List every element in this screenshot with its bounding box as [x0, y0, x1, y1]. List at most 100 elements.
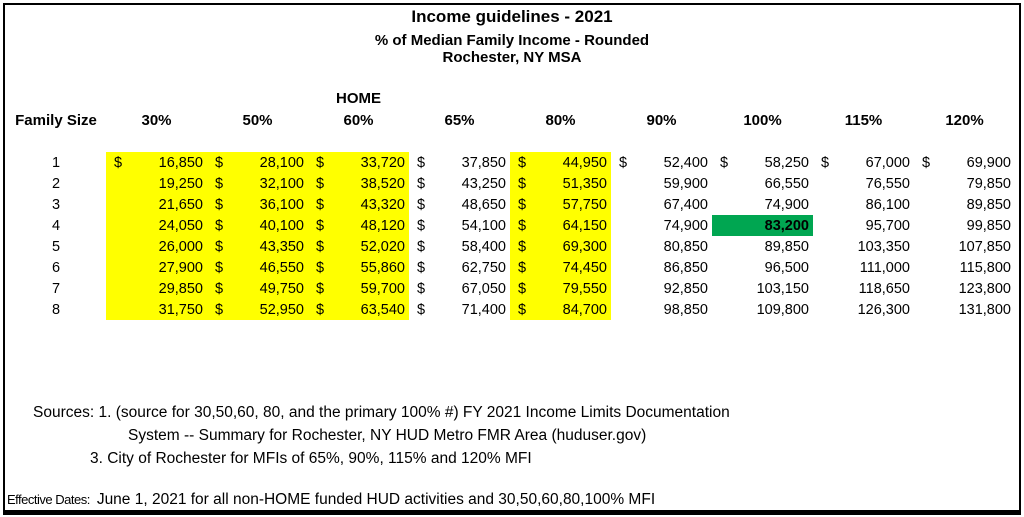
amount-value: 126,300	[857, 301, 910, 318]
amount-value: 24,050	[158, 217, 203, 234]
dollar-sign: $	[316, 301, 325, 318]
amount-cell: 115,800	[914, 257, 1015, 278]
amount-cell: $38,520	[308, 173, 409, 194]
amount-value: 32,100	[259, 175, 304, 192]
amount-cell: $43,320	[308, 194, 409, 215]
sources-block: Sources: 1. (source for 30,50,60, 80, an…	[0, 401, 730, 470]
amount-value: 79,550	[562, 280, 607, 297]
amount-cell: $36,100	[207, 194, 308, 215]
amount-value: 111,000	[859, 259, 910, 276]
amount-value: 66,550	[764, 175, 809, 192]
dollar-sign: $	[316, 154, 325, 171]
column-header-50: 50%	[242, 112, 273, 129]
amount-cell: $16,850	[106, 152, 207, 173]
amount-cell: $58,250	[712, 152, 813, 173]
amount-cell: 123,800	[914, 278, 1015, 299]
column-header-120: 120%	[945, 112, 984, 129]
amount-value: 103,350	[857, 238, 910, 255]
amount-cell: $49,750	[207, 278, 308, 299]
amount-value: 44,950	[562, 154, 607, 171]
amount-value: 89,850	[764, 238, 809, 255]
amount-cell: $46,550	[207, 257, 308, 278]
amount-cell: 24,050	[106, 215, 207, 236]
dollar-sign: $	[417, 301, 426, 318]
amount-value: 74,900	[663, 217, 708, 234]
family-size-value: 2	[51, 175, 61, 192]
amount-value: 96,500	[764, 259, 809, 276]
source-line-3: 3. City of Rochester for MFIs of 65%, 90…	[90, 450, 532, 467]
dollar-sign: $	[316, 175, 325, 192]
dollar-sign: $	[821, 154, 830, 171]
amount-cell: $51,350	[510, 173, 611, 194]
amount-value: 74,900	[764, 196, 809, 213]
amount-cell: 74,900	[611, 215, 712, 236]
amount-cell: $63,540	[308, 299, 409, 320]
dollar-sign: $	[619, 154, 628, 171]
amount-cell: $48,650	[409, 194, 510, 215]
amount-value: 95,700	[865, 217, 910, 234]
effective-dates-line: Effective Dates: June 1, 2021 for all non…	[7, 491, 655, 509]
table-row: 6 27,900 $46,550 $55,860 $62,750 $74,450 86,85…	[6, 257, 1015, 278]
home-header-row: HOME	[6, 88, 1015, 107]
dollar-sign: $	[215, 196, 224, 213]
amount-cell: 80,850	[611, 236, 712, 257]
dollar-sign: $	[518, 154, 527, 171]
income-guidelines-table: HOME Family Size 30% 50% 60% 65% 80% 90%…	[6, 88, 1015, 320]
amount-cell: 111,000	[813, 257, 914, 278]
amount-value: 19,250	[158, 175, 203, 192]
amount-cell: $59,700	[308, 278, 409, 299]
amount-value: 79,850	[966, 175, 1011, 192]
amount-cell: $52,950	[207, 299, 308, 320]
column-header-65: 65%	[444, 112, 475, 129]
dollar-sign: $	[417, 154, 426, 171]
table-row: 3 21,650 $36,100 $43,320 $48,650 $57,750 67,40…	[6, 194, 1015, 215]
amount-cell: $37,850	[409, 152, 510, 173]
amount-cell: $55,860	[308, 257, 409, 278]
amount-value: 59,900	[663, 175, 708, 192]
family-size-value: 1	[51, 154, 61, 171]
amount-cell: 27,900	[106, 257, 207, 278]
dollar-sign: $	[417, 175, 426, 192]
amount-cell: $54,100	[409, 215, 510, 236]
family-size-value: 7	[51, 280, 61, 297]
amount-value: 115,800	[959, 259, 1011, 276]
amount-cell: 99,850	[914, 215, 1015, 236]
family-size-value: 6	[51, 259, 61, 276]
dollar-sign: $	[316, 280, 325, 297]
amount-value: 55,860	[360, 259, 405, 276]
dollar-sign: $	[922, 154, 931, 171]
amount-cell: $48,120	[308, 215, 409, 236]
amount-cell: 76,550	[813, 173, 914, 194]
column-header-115: 115%	[844, 112, 883, 129]
amount-cell: $84,700	[510, 299, 611, 320]
income-table-body: 1 $16,850 $28,100 $33,720 $37,850 $44,950 $52,…	[6, 152, 1015, 320]
amount-cell: 31,750	[106, 299, 207, 320]
amount-cell: 126,300	[813, 299, 914, 320]
amount-cell: $67,000	[813, 152, 914, 173]
amount-cell: 21,650	[106, 194, 207, 215]
dollar-sign: $	[720, 154, 729, 171]
family-size-value: 8	[51, 301, 61, 318]
amount-cell: 118,650	[813, 278, 914, 299]
amount-cell: 86,100	[813, 194, 914, 215]
amount-cell: 131,800	[914, 299, 1015, 320]
amount-value: 76,550	[865, 175, 910, 192]
amount-value: 43,350	[259, 238, 304, 255]
amount-cell: $67,050	[409, 278, 510, 299]
dollar-sign: $	[316, 259, 325, 276]
dollar-sign: $	[417, 259, 426, 276]
amount-value: 38,520	[360, 175, 405, 192]
source-line-2: System -- Summary for Rochester, NY HUD …	[128, 427, 647, 444]
header-spacer-row	[6, 129, 1015, 152]
amount-value: 80,850	[663, 238, 708, 255]
dollar-sign: $	[316, 196, 325, 213]
dollar-sign: $	[518, 217, 527, 234]
dollar-sign: $	[215, 238, 224, 255]
column-header-60: 60%	[343, 112, 374, 129]
amount-value: 48,120	[360, 217, 405, 234]
amount-value: 29,850	[158, 280, 203, 297]
amount-cell: $52,020	[308, 236, 409, 257]
amount-cell: 98,850	[611, 299, 712, 320]
sheet-header: Income guidelines - 2021 % of Median Fam…	[0, 0, 1024, 66]
table-row: 7 29,850 $49,750 $59,700 $67,050 $79,550 92,85…	[6, 278, 1015, 299]
